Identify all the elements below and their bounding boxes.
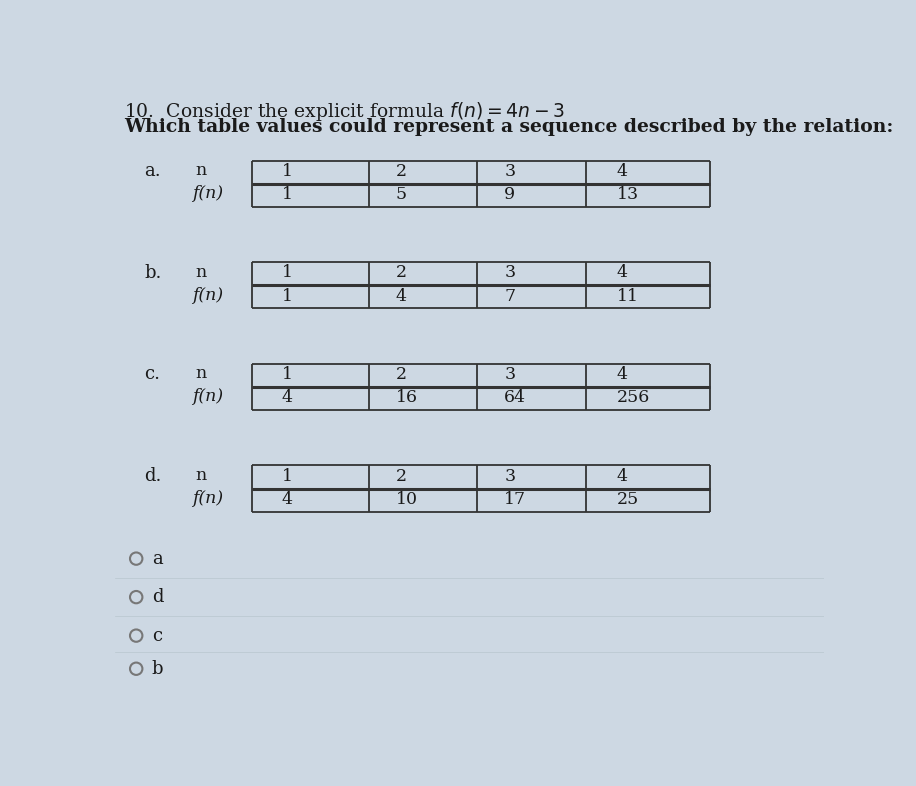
Text: f(n): f(n) [192, 185, 224, 202]
Text: c: c [152, 626, 162, 645]
Text: 4: 4 [281, 491, 292, 508]
Text: 4: 4 [616, 366, 627, 383]
Text: 4: 4 [396, 288, 407, 305]
Text: 9: 9 [505, 186, 516, 203]
Text: 13: 13 [616, 186, 638, 203]
Text: a.: a. [144, 162, 160, 180]
Text: 10.  Consider the explicit formula $f(n) = 4n - 3$: 10. Consider the explicit formula $f(n) … [124, 101, 565, 123]
Text: 5: 5 [396, 186, 407, 203]
Text: 2: 2 [396, 468, 407, 485]
Text: 1: 1 [281, 468, 292, 485]
Text: 1: 1 [281, 265, 292, 281]
Text: 11: 11 [616, 288, 638, 305]
Text: f(n): f(n) [192, 287, 224, 304]
Text: n: n [196, 365, 207, 382]
Text: 2: 2 [396, 366, 407, 383]
Text: n: n [196, 264, 207, 281]
Text: 64: 64 [505, 389, 527, 406]
Text: 256: 256 [616, 389, 650, 406]
Text: d.: d. [144, 467, 161, 485]
Text: 25: 25 [616, 491, 639, 508]
Text: 1: 1 [281, 366, 292, 383]
Text: n: n [196, 162, 207, 179]
Text: 4: 4 [616, 468, 627, 485]
Text: n: n [196, 467, 207, 484]
Text: 4: 4 [281, 389, 292, 406]
Text: c.: c. [144, 365, 160, 384]
Text: 3: 3 [505, 468, 516, 485]
Text: 17: 17 [505, 491, 527, 508]
Text: 2: 2 [396, 163, 407, 180]
Text: 7: 7 [505, 288, 516, 305]
Text: d: d [152, 588, 163, 606]
Text: f(n): f(n) [192, 490, 224, 507]
Text: 1: 1 [281, 186, 292, 203]
Text: 10: 10 [396, 491, 418, 508]
Text: f(n): f(n) [192, 388, 224, 406]
Text: Which table values could represent a sequence described by the relation:: Which table values could represent a seq… [124, 118, 893, 136]
Text: b.: b. [144, 264, 161, 281]
Text: 4: 4 [616, 163, 627, 180]
Text: 1: 1 [281, 288, 292, 305]
Text: b: b [152, 659, 163, 678]
Text: 16: 16 [396, 389, 418, 406]
Text: 2: 2 [396, 265, 407, 281]
Text: 3: 3 [505, 366, 516, 383]
Text: 3: 3 [505, 163, 516, 180]
Text: 1: 1 [281, 163, 292, 180]
Text: 3: 3 [505, 265, 516, 281]
Text: 4: 4 [616, 265, 627, 281]
Text: a: a [152, 549, 162, 567]
